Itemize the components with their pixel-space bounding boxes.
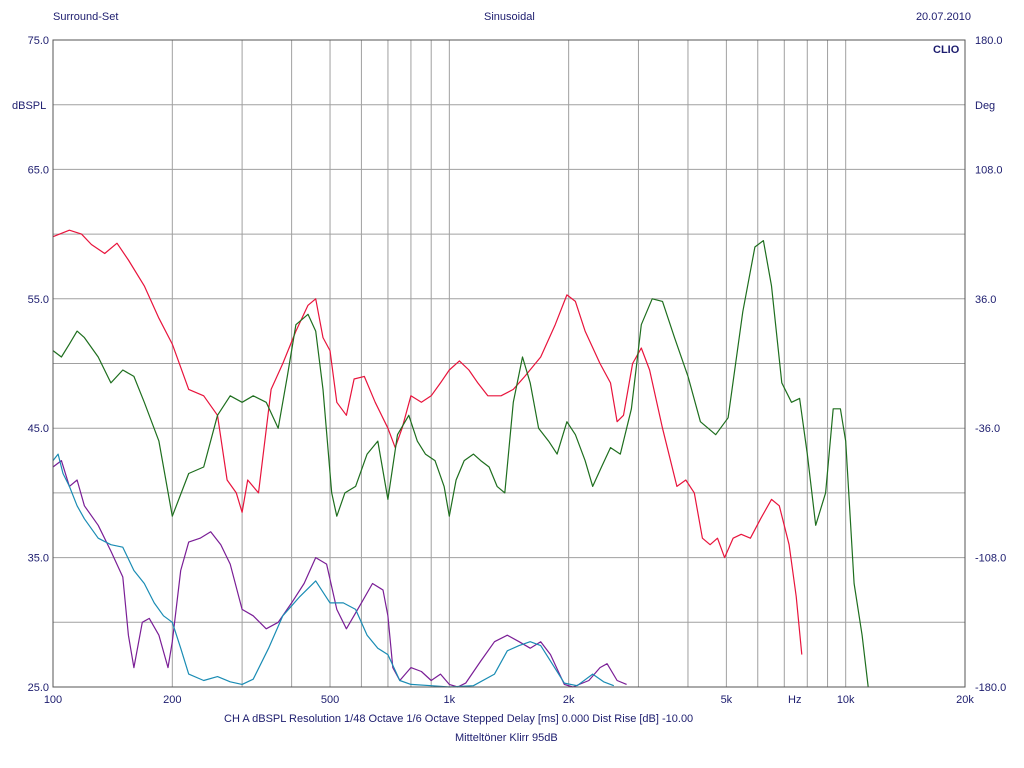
footer-settings: CH A dBSPL Resolution 1/48 Octave 1/6 Oc…	[224, 713, 694, 725]
x-tick-label: 100	[44, 694, 62, 706]
clio-brand: CLIO	[933, 44, 960, 56]
x-tick-label: 20k	[956, 694, 974, 706]
x-tick-label: 5k	[721, 694, 733, 706]
y2-tick-label: -180.0	[975, 682, 1006, 694]
y2-tick-label: 180.0	[975, 35, 1003, 47]
x-tick-label: 1k	[444, 694, 456, 706]
y2-tick-label: -36.0	[975, 423, 1000, 435]
header-center: Sinusoidal	[484, 11, 535, 23]
y2-tick-label: 108.0	[975, 164, 1003, 176]
tick-labels: 100 200 500 1k 2k 5k 10k 20k 75.0 65.0 55.0 45.0 35.…	[28, 35, 1007, 706]
header-right: 20.07.2010	[915, 11, 971, 23]
header-left: Surround-Set	[53, 11, 119, 23]
y-tick-label: 35.0	[28, 553, 49, 565]
x-tick-label: 200	[163, 694, 181, 706]
x-tick-label: 10k	[837, 694, 855, 706]
series-line-green	[52, 240, 869, 688]
y-tick-label: 55.0	[28, 294, 49, 306]
x-unit-label: Hz	[788, 694, 801, 706]
grid	[53, 40, 965, 687]
y-tick-label: 65.0	[28, 164, 49, 176]
y-tick-label: 25.0	[28, 682, 49, 694]
series-line-purple	[52, 460, 627, 688]
series-group	[52, 229, 869, 688]
series-line-red	[52, 229, 803, 655]
x-tick-label: 2k	[563, 694, 575, 706]
x-tick-label: 500	[321, 694, 339, 706]
footer-caption: Mitteltöner Klirr 95dB	[455, 732, 558, 744]
series-line-cyan	[52, 453, 615, 688]
y-tick-label: 75.0	[28, 35, 49, 47]
y2-tick-label: 36.0	[975, 294, 996, 306]
y-tick-label: 45.0	[28, 423, 49, 435]
plot-frame	[52, 39, 966, 688]
y2-axis-label: Deg	[975, 100, 995, 112]
y2-tick-label: -108.0	[975, 553, 1006, 565]
y-axis-label: dBSPL	[12, 100, 46, 112]
